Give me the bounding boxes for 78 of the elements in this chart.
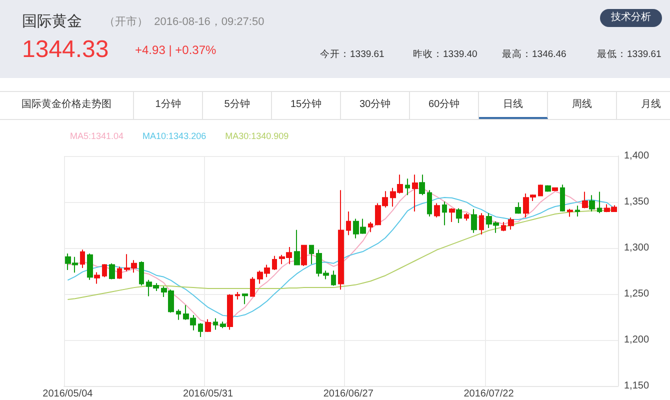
y-tick-label: 1,200 bbox=[624, 334, 650, 346]
text: 周线 bbox=[548, 92, 617, 119]
text: MA30:1340.909 bbox=[225, 131, 289, 141]
candlestick bbox=[242, 293, 248, 305]
text: 最高：1346.46 bbox=[502, 48, 566, 61]
candlestick bbox=[501, 221, 506, 232]
candlestick bbox=[117, 266, 122, 280]
text: 最低：1339.61 bbox=[597, 48, 662, 61]
text: 国际黄金价格走势图 bbox=[0, 92, 134, 119]
x-tick-label: 2016/05/04 bbox=[42, 388, 94, 400]
candlestick bbox=[94, 272, 100, 284]
candlestick bbox=[538, 184, 543, 196]
text: 1分钟 bbox=[134, 92, 203, 119]
candlestick bbox=[552, 187, 558, 192]
chart-title: 国际黄金 bbox=[22, 12, 82, 31]
candlestick bbox=[464, 212, 469, 222]
button: 技术分析 bbox=[600, 9, 662, 27]
candlestick bbox=[301, 244, 307, 267]
y-tick-label: 1,300 bbox=[624, 242, 650, 254]
candlestick bbox=[456, 208, 462, 224]
candlestick bbox=[419, 174, 425, 196]
text: 月线 bbox=[617, 92, 670, 119]
y-tick-label: 1,400 bbox=[624, 150, 650, 162]
candlestick bbox=[87, 253, 93, 280]
candlestick bbox=[294, 229, 300, 266]
candlestick bbox=[479, 212, 484, 235]
candlestick bbox=[471, 208, 477, 234]
candlestick bbox=[109, 262, 115, 280]
candlestick bbox=[449, 208, 455, 222]
candlestick bbox=[597, 191, 602, 214]
x-tick-label: 2016/07/22 bbox=[464, 388, 514, 400]
text: 昨收：1339.40 bbox=[413, 48, 478, 61]
text: 日线 bbox=[479, 92, 548, 119]
candlestick bbox=[545, 184, 551, 192]
y-tick-label: 1,150 bbox=[624, 380, 650, 392]
candlestick bbox=[427, 190, 432, 217]
chart-subtitle: （开市） 2016-08-16，09:27:50 bbox=[104, 14, 264, 29]
text: 60分钟 bbox=[410, 92, 479, 119]
candlestick bbox=[139, 260, 144, 286]
candlestick bbox=[213, 318, 218, 330]
y-tick-label: 1,250 bbox=[624, 288, 650, 300]
candlestick bbox=[272, 255, 277, 270]
candlestick bbox=[102, 264, 107, 278]
text: 1344.33 bbox=[22, 36, 109, 64]
candlestick bbox=[80, 249, 85, 268]
y-tick-label: 1,350 bbox=[624, 196, 650, 208]
candlestick bbox=[567, 208, 573, 218]
candlestick bbox=[508, 216, 514, 230]
candlestick bbox=[405, 178, 410, 196]
candlestick bbox=[582, 191, 588, 209]
candlestick bbox=[227, 294, 233, 330]
text: 今开：1339.61 bbox=[320, 48, 384, 61]
candlestick bbox=[515, 202, 521, 214]
text: MA10:1343.206 bbox=[142, 131, 206, 141]
candlestick bbox=[434, 202, 440, 218]
candlestick bbox=[220, 321, 226, 329]
text: 30分钟 bbox=[341, 92, 410, 119]
candlestick bbox=[560, 184, 565, 212]
candlestick bbox=[575, 205, 580, 217]
candlestick bbox=[176, 308, 181, 320]
candlestick bbox=[589, 194, 595, 212]
candlestick bbox=[205, 318, 211, 332]
candlestick bbox=[412, 174, 418, 212]
candlestick bbox=[198, 322, 203, 338]
candlestick bbox=[368, 221, 373, 233]
candlestick bbox=[338, 190, 344, 290]
text: 15分钟 bbox=[272, 92, 341, 119]
candlestick bbox=[331, 270, 336, 286]
candlestick bbox=[250, 276, 255, 297]
candlestick bbox=[346, 210, 351, 236]
candlestick bbox=[309, 244, 314, 265]
x-tick-label: 2016/06/27 bbox=[323, 388, 374, 400]
candlestick bbox=[235, 291, 240, 300]
text: +4.93 | +0.37% bbox=[135, 43, 216, 57]
candlestick bbox=[442, 201, 447, 226]
text: MA5:1341.04 bbox=[70, 131, 124, 141]
text: 5分钟 bbox=[203, 92, 272, 119]
x-tick-label: 2016/05/31 bbox=[183, 388, 234, 400]
